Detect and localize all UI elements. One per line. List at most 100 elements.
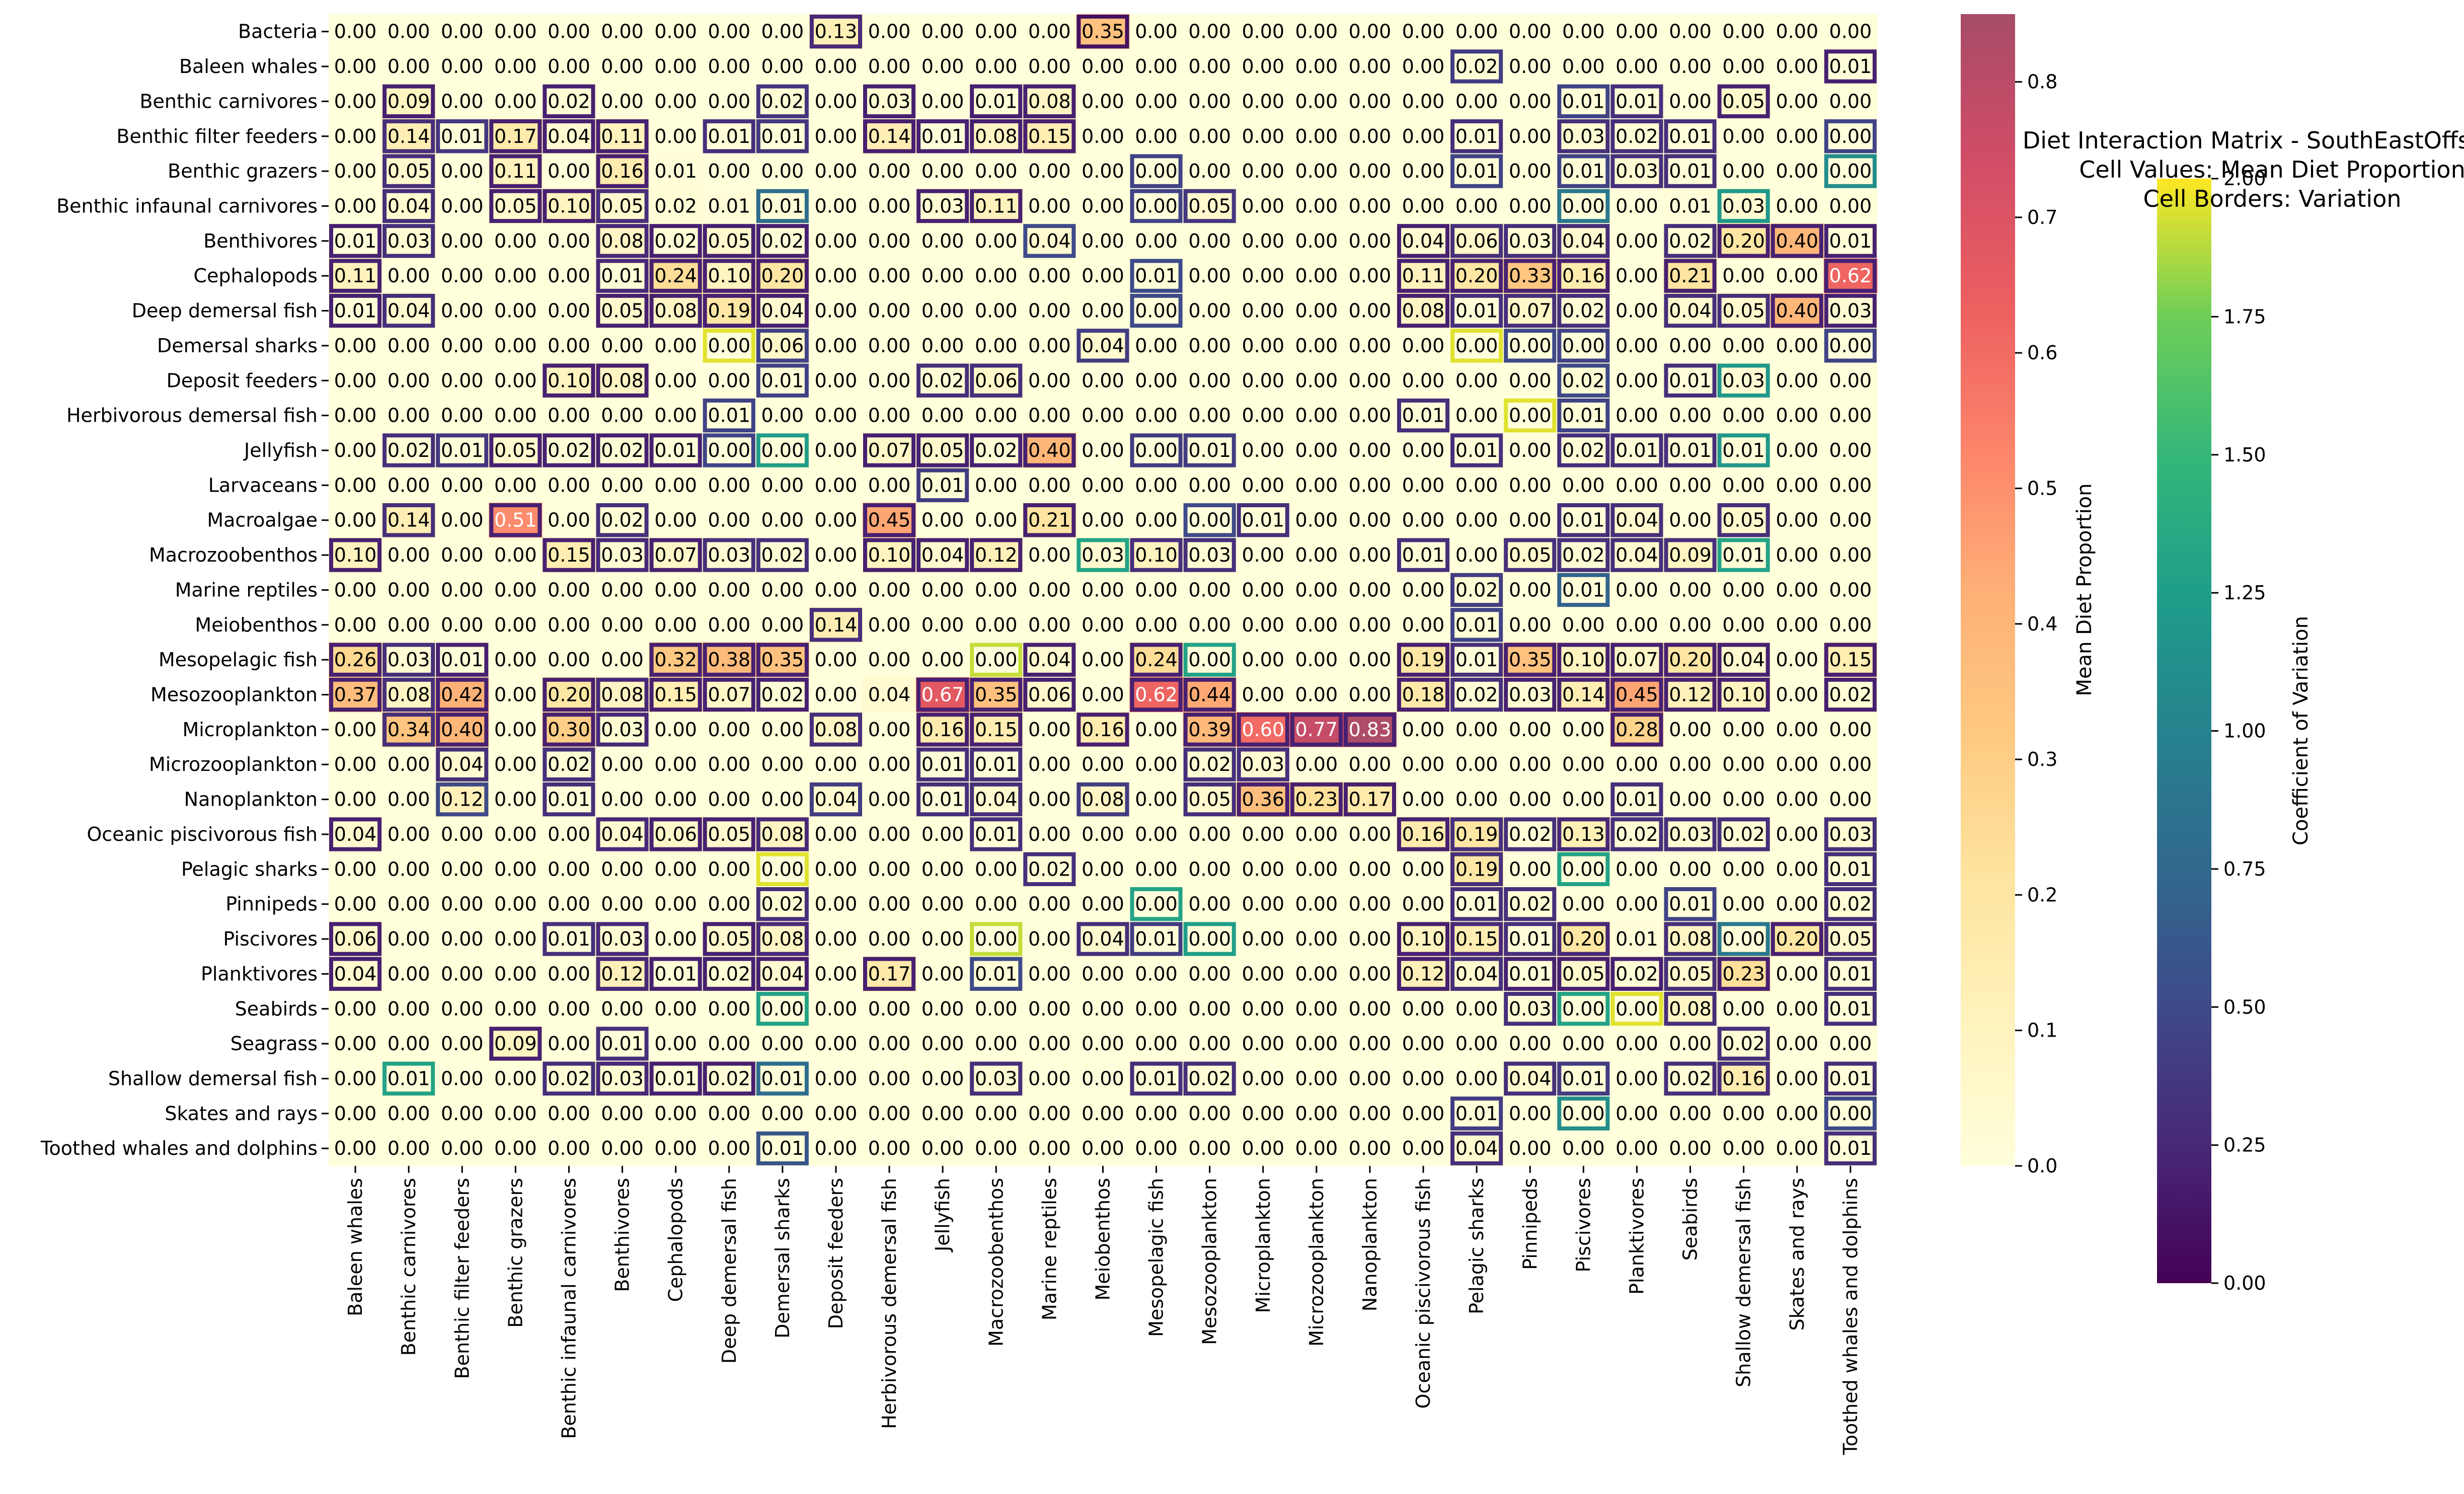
cell-value-label: 0.00 (1509, 21, 1552, 43)
cell-value-label: 0.00 (441, 160, 484, 182)
variation-border (596, 259, 649, 293)
heatmap-cell (1503, 956, 1557, 992)
cell-value-label: 0.00 (494, 858, 537, 880)
heatmap-cell (1717, 363, 1771, 399)
heatmap-cell (1717, 642, 1771, 678)
heatmap-cell (1023, 677, 1076, 713)
heatmap-cell (1397, 851, 1450, 887)
cell-value-label: 0.00 (494, 405, 537, 427)
variation-border (1450, 329, 1503, 363)
heatmap-cell (1076, 677, 1130, 713)
cell-value-label: 0.00 (708, 55, 750, 77)
heatmap-cell (755, 1096, 810, 1132)
heatmap-cell (1397, 1026, 1450, 1062)
heatmap-cell (863, 921, 916, 957)
variation-border (1664, 992, 1717, 1026)
heatmap-cell (1610, 49, 1664, 85)
cell-value-label: 0.00 (921, 928, 964, 950)
variation-border (916, 538, 969, 572)
heatmap-cell (382, 328, 436, 364)
cell-value-label: 0.01 (334, 300, 377, 322)
cell-value-label: 0.00 (1349, 474, 1392, 496)
heatmap-cell (1129, 921, 1184, 957)
variation-border (1130, 922, 1183, 956)
heatmap-cell (435, 887, 489, 922)
cell-value-label: 0.03 (975, 1067, 1018, 1089)
heatmap-cell (382, 956, 436, 992)
value-colorbar-label: Mean Diet Proportion (2073, 483, 2096, 696)
variation-border (1450, 433, 1503, 467)
heatmap-cell (1503, 991, 1557, 1027)
heatmap-cell (382, 1026, 436, 1062)
heatmap-cell (1289, 1061, 1344, 1096)
heatmap-cell (863, 398, 916, 433)
variation-border (596, 677, 649, 712)
heatmap-cell (1450, 781, 1504, 817)
heatmap-cell (382, 49, 436, 85)
cell-value-label: 0.00 (1776, 509, 1818, 531)
heatmap-cell (329, 887, 382, 922)
heatmap-cell (542, 817, 596, 852)
cell-value-label: 0.00 (1295, 1033, 1338, 1055)
cell-value-label: 0.00 (548, 405, 590, 427)
heatmap-cell (1076, 49, 1130, 85)
heatmap-cell (755, 747, 810, 782)
cell-value-label: 0.00 (975, 614, 1018, 636)
cell-value-label: 0.00 (441, 265, 484, 287)
cell-value-label: 0.00 (1188, 405, 1231, 427)
cell-value-label: 0.00 (815, 405, 858, 427)
cell-value-label: 0.01 (1455, 300, 1498, 322)
heatmap-cell (809, 887, 863, 922)
variation-border (1183, 1061, 1236, 1096)
value-colorbar-ticks: 0.00.10.20.30.40.50.60.70.8 (2015, 71, 2057, 1177)
cell-value-label: 0.00 (1242, 614, 1284, 636)
cell-value-label: 0.00 (1028, 405, 1071, 427)
cell-value-label: 0.14 (815, 614, 858, 636)
variation-border (1183, 713, 1236, 747)
cell-value-label: 0.00 (1188, 858, 1231, 880)
heatmap-cell (916, 572, 970, 608)
heatmap-cell (969, 293, 1023, 329)
heatmap-cell (969, 223, 1023, 259)
cell-value-label: 0.35 (761, 649, 804, 671)
heatmap-cell (1343, 1026, 1397, 1062)
cell-value-label: 0.00 (708, 1137, 750, 1159)
heatmap-cell (542, 991, 596, 1027)
variation-border (1504, 677, 1557, 712)
heatmap-cell (329, 991, 382, 1027)
variation-border (756, 329, 809, 363)
cell-value-label: 0.00 (1028, 369, 1071, 391)
heatmap-cell (702, 747, 756, 782)
heatmap-cell (1343, 712, 1397, 748)
cell-value-label: 0.06 (334, 928, 377, 950)
heatmap-cell (1610, 851, 1664, 887)
cell-value-label: 0.00 (1295, 300, 1338, 322)
heatmap-cell (809, 817, 863, 852)
cell-value-label: 0.00 (1562, 893, 1605, 915)
cell-value-label: 0.09 (494, 1033, 537, 1055)
cell-value-label: 0.00 (868, 893, 911, 915)
heatmap-cell (1823, 503, 1878, 538)
cell-value-label: 0.00 (708, 509, 750, 531)
cell-value-label: 0.03 (601, 719, 644, 741)
cell-value-label: 0.02 (548, 439, 590, 461)
cell-value-label: 0.00 (1188, 474, 1231, 496)
cell-value-label: 0.12 (1402, 963, 1445, 985)
cell-value-label: 0.00 (1829, 544, 1872, 566)
column-tick-label: Benthic grazers (504, 1178, 526, 1328)
variation-border (1237, 503, 1289, 537)
cell-value-label: 0.00 (1669, 335, 1712, 357)
heatmap-cell (649, 119, 703, 154)
cell-value-label: 0.16 (1562, 265, 1605, 287)
variation-border (1504, 1061, 1557, 1096)
heatmap-cell (489, 921, 543, 957)
heatmap-cell (595, 1061, 650, 1096)
heatmap-cell (969, 188, 1023, 224)
cell-value-label: 0.00 (1829, 195, 1872, 217)
cell-value-label: 0.20 (548, 684, 590, 706)
heatmap-cell (863, 781, 916, 817)
cell-value-label: 0.00 (1829, 789, 1872, 811)
variation-border (1610, 677, 1663, 712)
cell-value-label: 0.00 (1402, 439, 1445, 461)
cell-value-label: 0.00 (548, 1103, 590, 1125)
